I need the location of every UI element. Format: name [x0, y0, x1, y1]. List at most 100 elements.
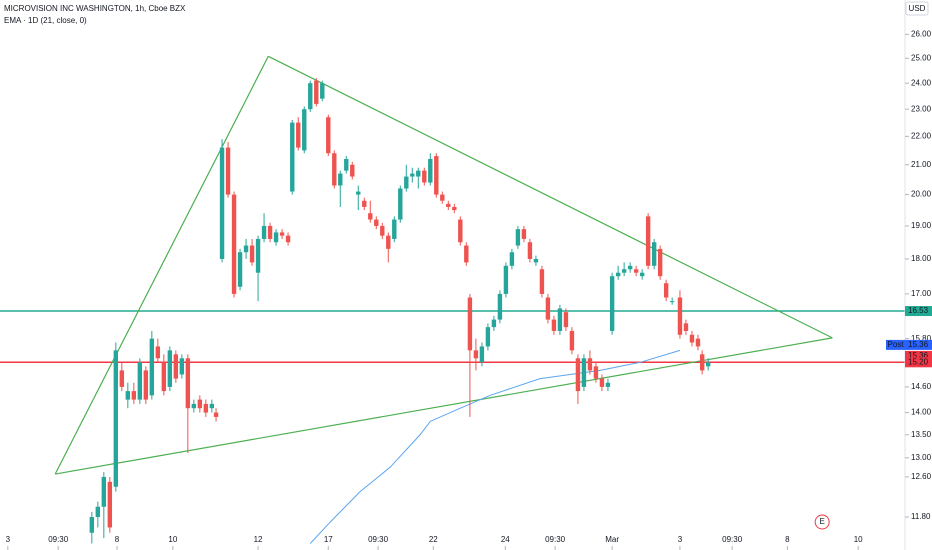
y-tick-label: 19.00 [911, 221, 932, 230]
y-tick-label: 13.00 [911, 453, 932, 462]
candle-body [557, 308, 563, 331]
candle-body [467, 297, 473, 351]
candle-body [113, 350, 119, 487]
candle-body [374, 219, 379, 226]
candle-body [633, 269, 639, 273]
y-tick-label: 18.00 [911, 254, 932, 263]
candle-body [285, 235, 291, 243]
y-tick-label: 14.00 [911, 408, 932, 417]
currency-box[interactable] [905, 1, 929, 16]
candle-body [440, 194, 445, 201]
candle-body [663, 283, 669, 298]
candle-body [669, 301, 675, 303]
candle-body [392, 219, 397, 239]
candle-body [261, 225, 267, 239]
candle-body [515, 229, 521, 246]
price-badge-label: 15.36 [908, 351, 929, 360]
candle-body [167, 350, 173, 387]
candle-body [314, 80, 319, 104]
candle-body [683, 323, 689, 331]
candle-body [237, 252, 243, 287]
candle-body [149, 338, 155, 396]
x-tick-label: 17 [324, 535, 333, 544]
candle-body [491, 319, 497, 328]
candle-body [225, 147, 231, 195]
candle-body [179, 358, 185, 375]
candle-body [326, 117, 331, 154]
candle-body [705, 362, 711, 367]
candle-body [473, 350, 479, 359]
candle-body [422, 170, 427, 183]
candle-body [695, 338, 701, 347]
trendline [54, 56, 269, 475]
x-tick-label: 8 [785, 535, 790, 544]
candle-body [677, 297, 683, 335]
candle-body [332, 153, 337, 186]
candle-body [213, 412, 219, 417]
price-badge [905, 339, 932, 350]
price-badge [905, 350, 932, 361]
candle-body [657, 248, 663, 277]
x-tick-label: 3 [678, 535, 683, 544]
candle-body [398, 188, 403, 220]
candle-body [485, 327, 491, 347]
candle-body [458, 219, 463, 243]
ema-line [309, 349, 681, 544]
candle-body [273, 232, 279, 243]
x-tick-label: 10 [854, 535, 863, 544]
y-tick-label: 24.00 [911, 78, 932, 87]
candle-body [267, 225, 273, 239]
candle-body [609, 276, 615, 331]
y-tick-label: 22.00 [911, 131, 932, 140]
plot-area: E [0, 55, 905, 544]
candle-body [416, 170, 421, 177]
candle-body [320, 83, 325, 99]
candle-body [639, 272, 645, 277]
candle-body [279, 232, 285, 236]
candle-body [479, 346, 485, 363]
candle-body [605, 382, 611, 387]
candle-body [651, 242, 657, 266]
candle-body [380, 225, 385, 236]
candle-body [344, 158, 349, 171]
badge-tag-bg [886, 339, 905, 350]
candle-body [497, 293, 503, 320]
y-tick-label: 25.00 [911, 53, 932, 62]
candle-body [521, 229, 527, 239]
price-badge [905, 357, 932, 368]
trendline [267, 55, 833, 339]
candle-body [621, 269, 627, 273]
candle-body [185, 358, 191, 409]
currency[interactable]: USD [909, 4, 926, 13]
x-tick-label: 10 [168, 535, 177, 544]
candle-body [95, 506, 101, 518]
candle-body [143, 370, 149, 400]
candle-body [173, 354, 179, 379]
price-scale [905, 0, 932, 550]
candle-body [137, 362, 143, 400]
earnings-marker [814, 514, 830, 530]
candle-body [581, 358, 587, 387]
indicator-label: EMA · 1D (21, close, 0) [4, 16, 87, 25]
candle-body [689, 334, 695, 343]
candle-body [191, 403, 197, 409]
candle-body [290, 122, 295, 192]
candle-body [362, 200, 367, 207]
candle-body [219, 147, 225, 259]
y-tick-label: 13.50 [911, 430, 932, 439]
y-tick-label: 23.00 [911, 104, 932, 113]
candle-body [627, 265, 633, 270]
x-tick-label: 09:30 [48, 535, 69, 544]
axis-layer: 26.00 25.00 24.00 23.00 22.00 21.00 20.00 19.00… [6, 29, 932, 550]
candle-body [249, 245, 255, 263]
candle-body [243, 245, 249, 253]
candle-body [308, 83, 313, 110]
candle-body [356, 191, 361, 195]
candle-body [539, 269, 545, 294]
candle-body [125, 391, 131, 400]
candle-body [197, 399, 203, 409]
x-tick-label: 12 [254, 535, 263, 544]
candle-body [587, 358, 593, 371]
